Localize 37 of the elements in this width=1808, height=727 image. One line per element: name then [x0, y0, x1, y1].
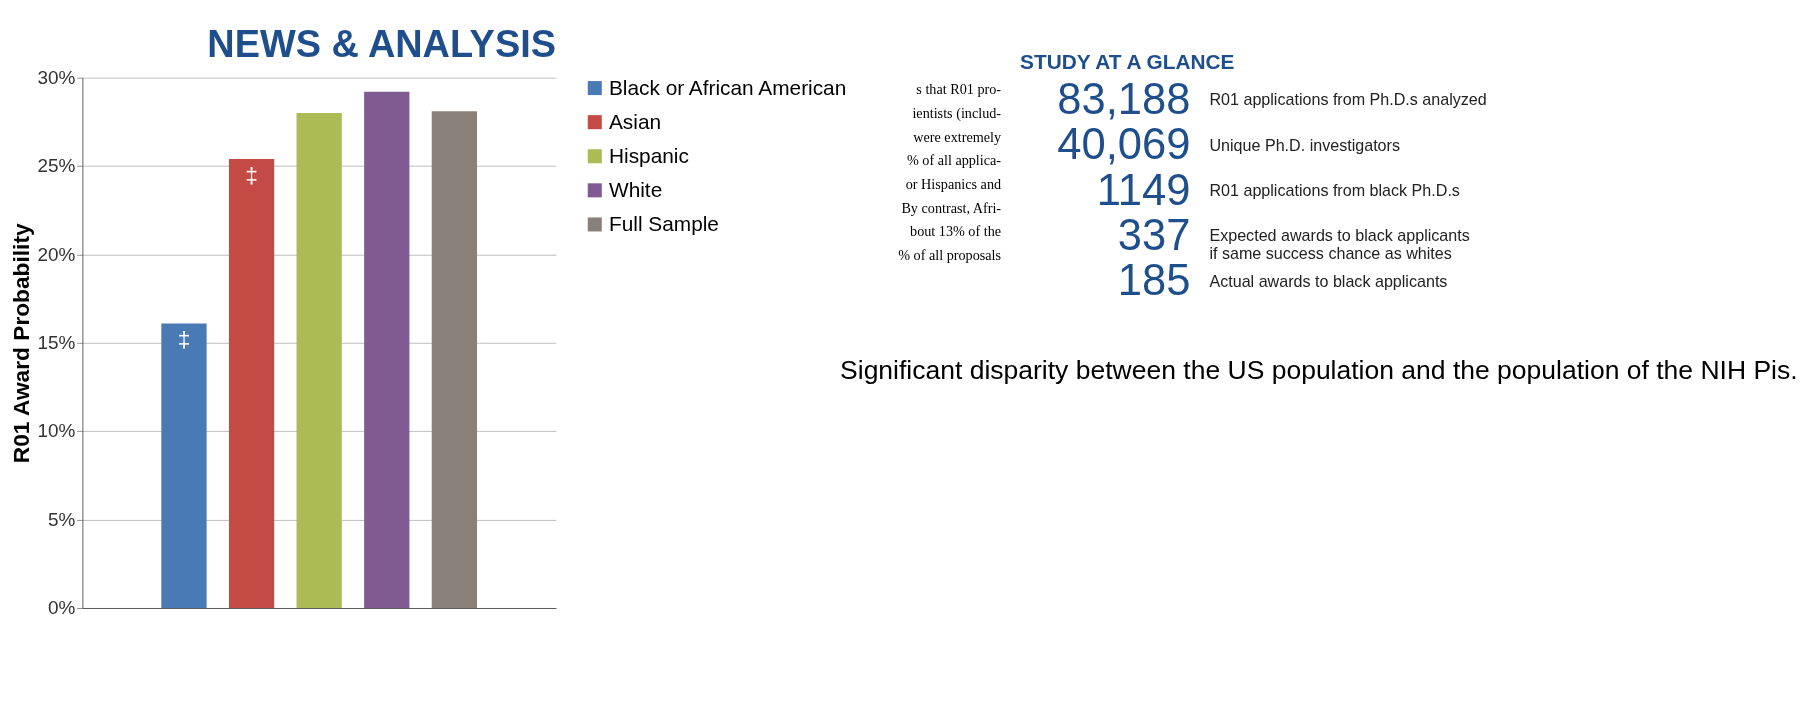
bar [228, 158, 275, 609]
y-tick-label: 5% [47, 508, 76, 530]
text: % of all proposals [898, 246, 1002, 263]
y-tick-label: 15% [37, 331, 76, 353]
text: or Hispanics and [905, 175, 1002, 192]
y-tick-label: 0% [47, 597, 76, 619]
data-label: ‡ [245, 161, 258, 188]
bar [296, 113, 342, 609]
text: were extremely [913, 128, 1002, 145]
text: ientists (includ- [912, 104, 1002, 122]
data-label: ‡ [177, 326, 191, 353]
text: Unique Ph.D. investigators [1209, 135, 1400, 154]
text: 83,188 [1057, 74, 1191, 123]
y-tick-label: 20% [37, 243, 76, 265]
legend-label: Asian [608, 109, 662, 133]
legend-label: Hispanic [608, 143, 689, 167]
text: By contrast, Afri- [901, 199, 1002, 216]
y-tick-label: 10% [37, 420, 76, 442]
text: STUDY AT A GLANCE [1020, 50, 1235, 74]
text: s that R01 pro- [916, 81, 1002, 98]
bar [431, 111, 478, 609]
text: Actual awards to black applicants [1209, 271, 1448, 290]
text: R01 applications from Ph.D.s analyzed [1209, 90, 1487, 109]
y-tick-label: 25% [37, 155, 76, 177]
bar [161, 323, 207, 609]
text: R01 applications from black Ph.D.s [1209, 181, 1460, 200]
text: Expected awards to black applicants if same success chance as whites [1209, 226, 1470, 263]
text: % of all applica- [906, 152, 1002, 169]
bar [364, 91, 410, 609]
y-axis-title: R01 Award Probability [7, 223, 34, 464]
chart-title: NEWS & ANALYSIS [207, 22, 556, 65]
text: Significant disparity between the US population and the population of the NIH Pis. [840, 354, 1798, 385]
legend-label: White [608, 177, 663, 201]
legend-label: Black or African American [608, 75, 847, 99]
legend-label: Full Sample [608, 212, 719, 236]
y-tick-label: 30% [37, 66, 76, 88]
text: bout 13% of the [910, 223, 1002, 240]
